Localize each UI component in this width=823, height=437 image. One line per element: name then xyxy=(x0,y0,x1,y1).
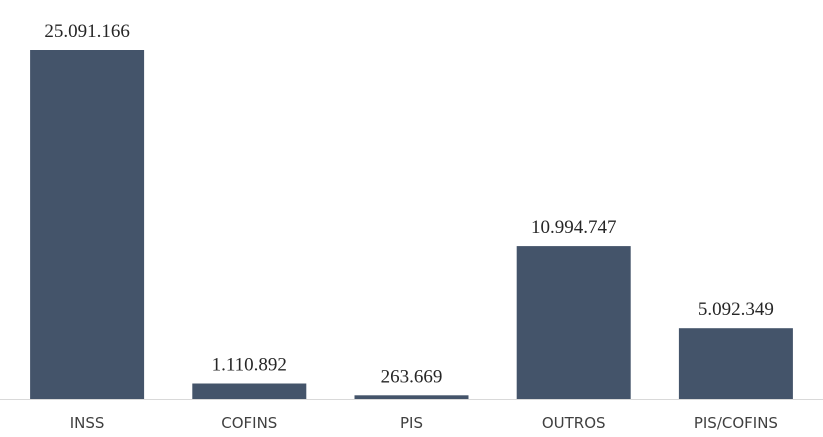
data-label-pis-cofins: 5.092.349 xyxy=(698,299,774,320)
bar-outros xyxy=(516,246,631,399)
bar-cofins xyxy=(192,383,307,399)
data-label-inss: 25.091.166 xyxy=(44,21,130,42)
bar-pis-cofins xyxy=(678,328,793,399)
bar-inss xyxy=(30,50,145,399)
x-tick-label-pis-cofins: PIS/COFINS xyxy=(694,414,778,432)
bar-pis xyxy=(354,395,469,399)
data-label-cofins: 1.110.892 xyxy=(212,355,287,376)
bars-group xyxy=(30,50,793,399)
x-tick-label-outros: OUTROS xyxy=(542,414,606,432)
x-tick-label-inss: INSS xyxy=(70,414,105,432)
data-label-outros: 10.994.747 xyxy=(531,217,617,238)
data-label-pis: 263.669 xyxy=(381,366,443,387)
x-tick-labels-group: INSS COFINS PIS OUTROS PIS/COFINS xyxy=(70,414,778,432)
value-labels-group: 25.091.166 1.110.892 263.669 10.994.747 5.09… xyxy=(44,21,774,387)
x-tick-label-pis: PIS xyxy=(400,414,423,432)
x-tick-label-cofins: COFINS xyxy=(221,414,277,432)
